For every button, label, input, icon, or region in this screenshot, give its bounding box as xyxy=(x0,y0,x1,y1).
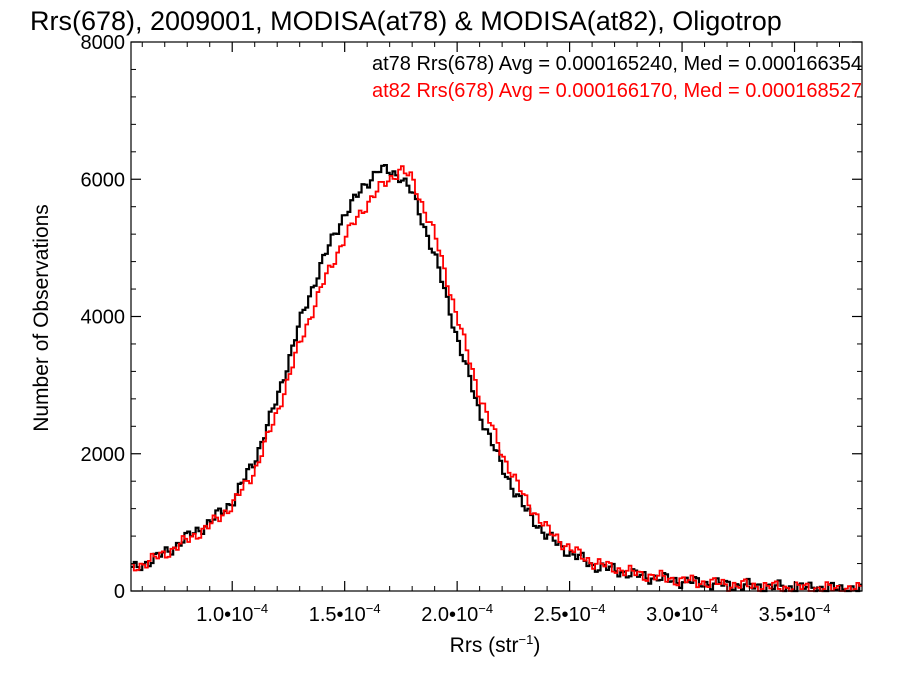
axes-layer: 0 2000 4000 6000 8000 1.0•10−4 1.5•10−4 2.0•10−… xyxy=(81,32,863,626)
y-tick-label: 4000 xyxy=(81,307,126,329)
x-axis-label-main: Rrs (str xyxy=(450,634,519,657)
x-tick-label: 1.5•10−4 xyxy=(309,601,381,626)
x-tick-label: 2.5•10−4 xyxy=(534,601,606,626)
x-axis-label: Rrs (str−1) xyxy=(450,632,541,657)
x-tick-label: 2.0•10−4 xyxy=(421,601,493,626)
x-tick-label: 3.0•10−4 xyxy=(646,601,718,626)
y-tick-label: 2000 xyxy=(81,444,126,466)
x-tick-label: 1.0•10−4 xyxy=(196,601,268,626)
x-tick-label: 3.5•10−4 xyxy=(759,601,831,626)
histogram-series-1 xyxy=(131,165,862,592)
histogram-series-0 xyxy=(131,163,862,593)
x-axis-label-exponent: −1 xyxy=(519,632,534,647)
annotation-at82: at82 Rrs(678) Avg = 0.000166170, Med = 0… xyxy=(372,80,862,102)
y-axis-label: Number of Observations xyxy=(30,204,53,432)
annotation-at78: at78 Rrs(678) Avg = 0.000165240, Med = 0… xyxy=(372,53,862,75)
y-tick-label: 6000 xyxy=(81,169,126,191)
chart-title: Rrs(678), 2009001, MODISA(at78) & MODISA… xyxy=(30,6,782,36)
x-axis-label-close: ) xyxy=(533,634,540,657)
y-tick-label: 8000 xyxy=(81,32,126,54)
plot-frame xyxy=(130,41,863,592)
series-layer xyxy=(131,163,862,593)
y-tick-label: 0 xyxy=(114,581,125,603)
